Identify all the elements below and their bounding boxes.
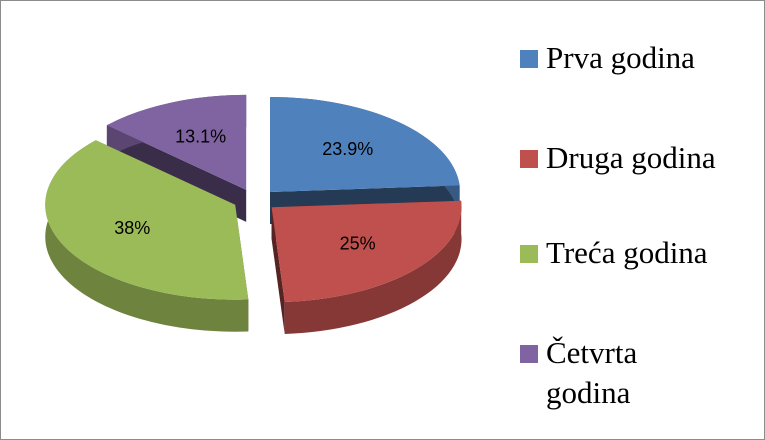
legend-label: Treća godina: [546, 235, 708, 270]
data-label: 25%: [340, 233, 376, 253]
legend-label: Druga godina: [546, 140, 716, 175]
data-label: 38%: [114, 218, 150, 238]
slice-side: [45, 140, 249, 332]
slice-side: [284, 200, 462, 334]
legend-label: Prva godina: [546, 40, 695, 75]
legend-swatch: [520, 50, 538, 68]
legend-swatch: [520, 245, 538, 263]
legend-swatch: [520, 345, 538, 363]
legend-swatch: [520, 150, 538, 168]
slice: [106, 94, 247, 190]
data-label: 23.9%: [322, 139, 373, 159]
slice: [270, 96, 460, 192]
data-label: 13.1%: [175, 126, 226, 146]
slice: [271, 200, 462, 302]
slice: [45, 140, 249, 300]
legend-label: Četvrta godina: [546, 335, 638, 410]
slice-side: [271, 207, 285, 334]
